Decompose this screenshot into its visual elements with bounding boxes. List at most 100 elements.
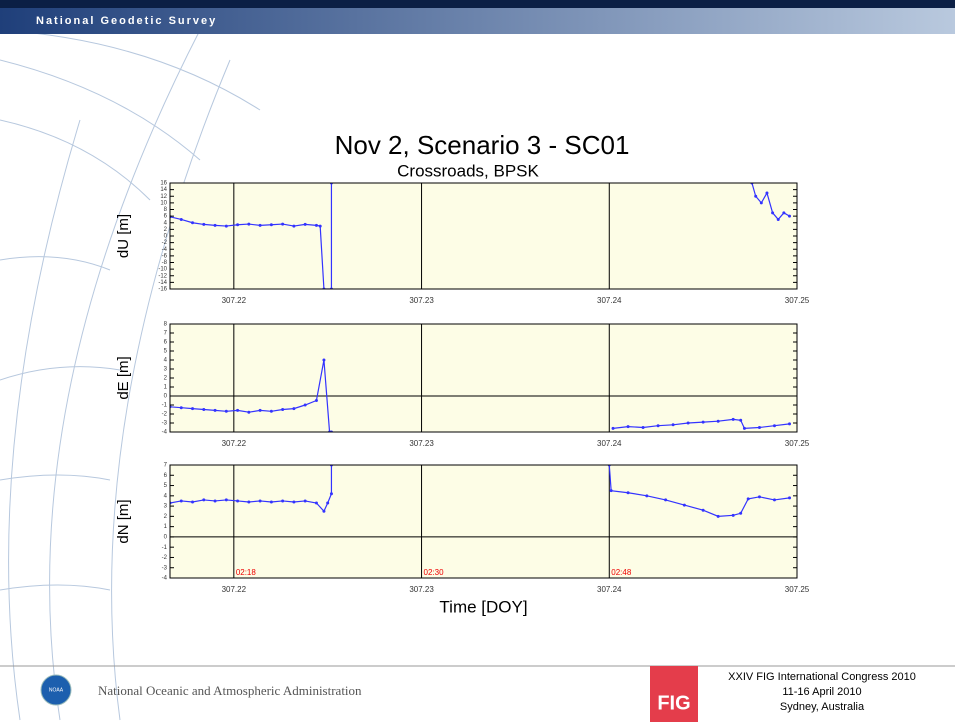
data-point: [314, 399, 318, 402]
data-point: [281, 499, 285, 503]
data-point: [247, 500, 251, 504]
annotation: 02:48: [611, 568, 632, 577]
x-tick-label: 307.24: [597, 296, 622, 305]
x-tick-label: 307.25: [785, 296, 810, 305]
data-point: [269, 223, 273, 227]
data-point: [247, 222, 251, 226]
data-point: [269, 500, 273, 504]
data-point: [179, 499, 183, 503]
y-tick-label: -1: [162, 403, 168, 409]
data-point: [746, 497, 750, 501]
data-point: [641, 426, 645, 429]
y-axis-label: dN [m]: [115, 499, 132, 543]
y-tick-label: 3: [164, 504, 168, 510]
chart-subtitle: Crossroads, BPSK: [397, 161, 539, 180]
data-point: [179, 406, 183, 410]
data-point: [258, 499, 262, 503]
plot: [170, 183, 797, 289]
y-tick-label: 4: [164, 493, 168, 499]
plot-frame: [169, 182, 798, 290]
data-point: [772, 424, 776, 428]
data-point: [757, 495, 761, 499]
header-bar: [0, 8, 955, 34]
data-point: [281, 408, 285, 411]
data-point: [626, 491, 630, 495]
y-tick-label: 16: [160, 181, 167, 187]
y-tick-label: -3: [162, 421, 168, 427]
y-tick-label: 4: [164, 220, 168, 226]
y-tick-label: 5: [164, 483, 168, 489]
data-point: [322, 358, 326, 362]
y-tick-label: -6: [162, 253, 168, 259]
data-point: [771, 211, 775, 215]
data-point: [611, 426, 615, 430]
y-tick-label: 1: [164, 524, 168, 530]
data-point: [314, 223, 318, 227]
data-point: [179, 217, 183, 221]
data-point: [202, 498, 206, 502]
data-point: [759, 201, 763, 205]
data-point: [258, 408, 262, 412]
data-point: [236, 408, 240, 412]
annotation: 02:18: [236, 568, 257, 577]
plot-area: [170, 183, 797, 289]
data-point: [754, 194, 758, 198]
data-point: [303, 403, 307, 407]
data-point: [701, 420, 705, 424]
data-point: [731, 513, 735, 517]
data-point: [645, 494, 649, 498]
data-point: [787, 496, 791, 500]
data-point: [609, 489, 613, 493]
y-tick-label: -4: [162, 247, 168, 253]
data-point: [236, 223, 240, 227]
y-tick-label: 3: [164, 367, 168, 373]
y-tick-label: 10: [160, 200, 167, 206]
y-tick-label: 2: [164, 514, 168, 520]
x-tick-label: 307.23: [409, 439, 434, 448]
x-tick-label: 307.22: [222, 439, 247, 448]
fig-logo: [650, 666, 698, 722]
y-tick-label: 0: [164, 534, 168, 540]
data-point: [292, 500, 296, 504]
y-tick-label: -14: [158, 280, 167, 286]
header-text: National Geodetic Survey: [36, 15, 217, 27]
y-tick-label: 2: [164, 376, 168, 382]
x-axis-label: Time [DOY]: [439, 597, 527, 616]
y-tick-label: 1: [164, 385, 168, 391]
event-line: XXIV FIG International Congress 2010: [728, 671, 916, 683]
data-point: [776, 217, 780, 221]
data-point: [303, 222, 307, 226]
data-point: [739, 511, 743, 515]
plot-area: [170, 465, 797, 578]
data-point: [303, 499, 307, 503]
plot-frame: [169, 464, 798, 579]
data-point: [281, 222, 285, 226]
data-point: [224, 409, 228, 413]
data-point: [757, 426, 761, 429]
data-point: [787, 422, 791, 426]
plot-frame: [169, 323, 798, 433]
data-point: [326, 501, 330, 505]
y-tick-label: -2: [162, 240, 168, 246]
data-point: [686, 421, 690, 425]
x-tick-label: 307.22: [222, 585, 247, 594]
data-point: [656, 424, 660, 428]
y-tick-label: -1: [162, 545, 168, 551]
y-tick-label: 6: [164, 214, 168, 220]
data-point: [739, 418, 743, 422]
y-tick-label: 2: [164, 227, 168, 233]
noaa-logo: [40, 674, 72, 706]
globe-lines: [0, 29, 261, 721]
annotation: 02:30: [424, 568, 445, 577]
y-tick-label: -3: [162, 565, 168, 571]
plot-area: [170, 324, 797, 432]
y-tick-label: 4: [164, 358, 168, 364]
event-line: Sydney, Australia: [780, 701, 865, 713]
header-top: [0, 0, 955, 8]
data-point: [213, 408, 217, 412]
y-axis-label: dE [m]: [115, 356, 132, 399]
data-point: [716, 419, 720, 423]
y-tick-label: -12: [158, 273, 167, 279]
